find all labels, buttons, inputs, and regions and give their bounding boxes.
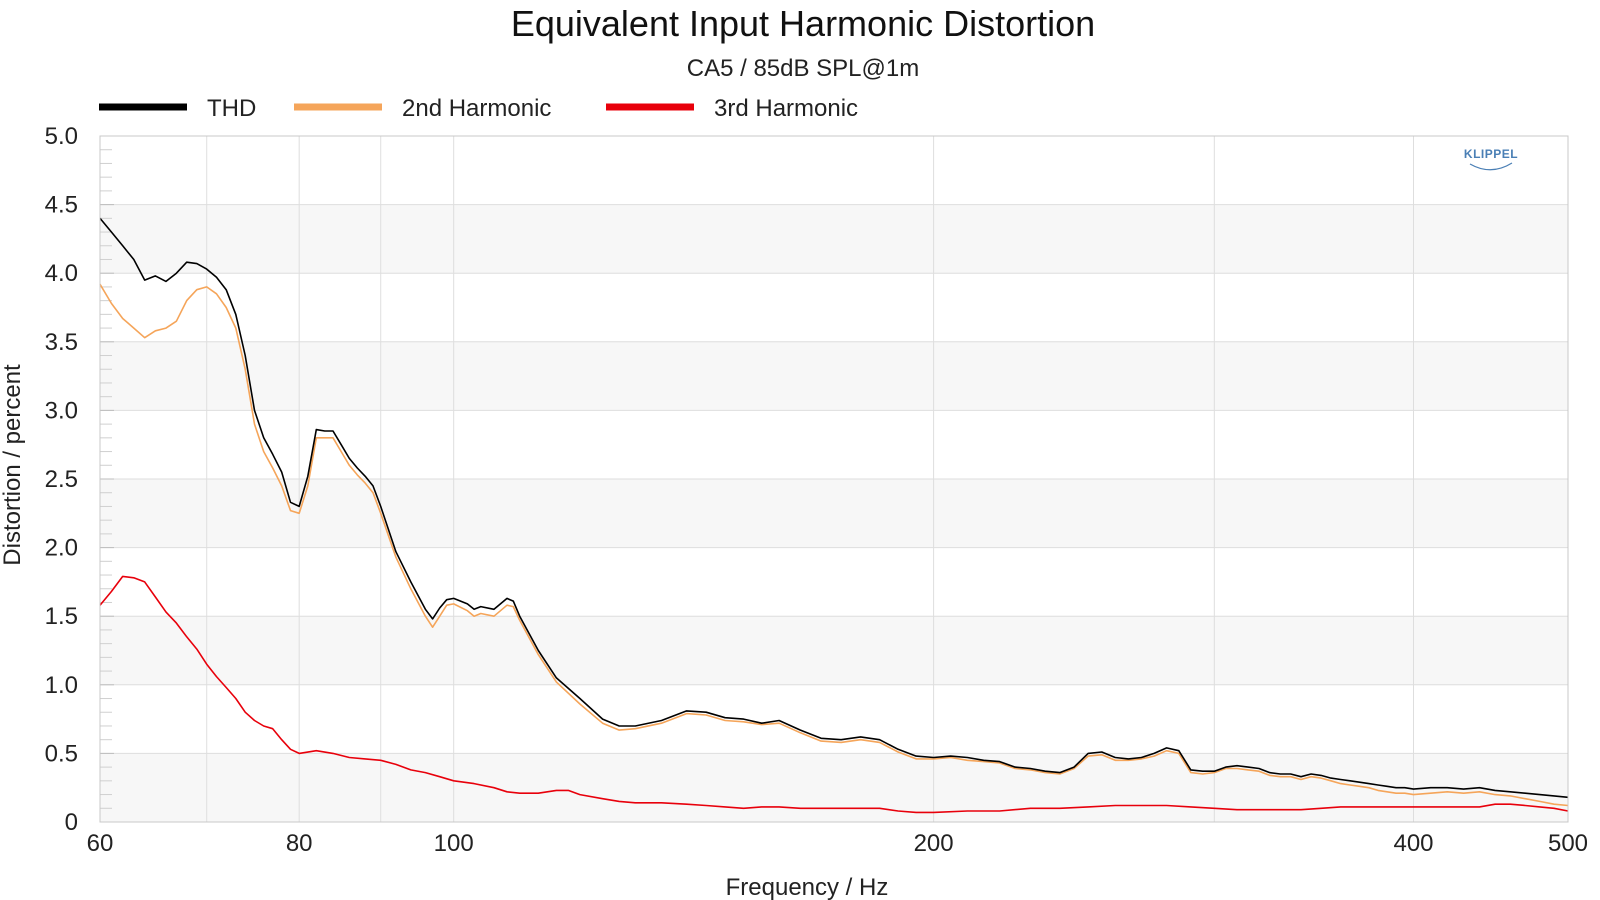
plot-band <box>100 753 1568 822</box>
x-tick-labels: 60 80 100 200 400 500 <box>87 830 1588 857</box>
plot-band <box>100 204 1568 274</box>
y-tick-label: 2.5 <box>45 466 78 493</box>
y-tick-label: 5.0 <box>45 123 78 150</box>
plot-band <box>100 616 1568 685</box>
x-tick-label: 400 <box>1393 830 1433 857</box>
y-tick-label: 1.0 <box>45 672 78 699</box>
y-tick-label: 0.5 <box>45 740 78 767</box>
chart-subtitle: CA5 / 85dB SPL@1m <box>687 55 919 82</box>
klippel-logo: KLIPPEL <box>1464 147 1518 171</box>
legend-label: THD <box>207 95 256 122</box>
y-tick-label: 4.5 <box>45 192 78 219</box>
y-tick-label: 3.0 <box>45 397 78 424</box>
plot-band <box>100 273 1568 342</box>
plot-background <box>100 136 1568 822</box>
legend-label: 2nd Harmonic <box>402 95 551 122</box>
y-tick-label: 3.5 <box>45 329 78 356</box>
plot-band <box>100 479 1568 548</box>
legend: THD 2nd Harmonic 3rd Harmonic <box>99 95 858 122</box>
x-tick-label: 200 <box>914 830 954 857</box>
plot-band <box>100 684 1568 754</box>
legend-label: 3rd Harmonic <box>714 95 858 122</box>
series-lines <box>99 217 1569 814</box>
plot-frame <box>99 135 1569 823</box>
x-axis-label: Frequency / Hz <box>726 874 889 900</box>
y-tick-label: 0 <box>65 809 78 836</box>
x-tick-label: 60 <box>87 830 114 857</box>
chart-title: Equivalent Input Harmonic Distortion <box>511 3 1095 44</box>
klippel-logo-swoosh <box>1469 162 1513 171</box>
klippel-logo-text: KLIPPEL <box>1464 147 1518 161</box>
y-tick-labels: 0 0.5 1.0 1.5 2.0 2.5 3.0 3.5 4.0 4.5 5.0 <box>45 123 78 836</box>
plot-band <box>100 341 1568 411</box>
plot-band <box>100 547 1568 617</box>
y-axis-label: Distortion / percent <box>0 364 26 566</box>
x-tick-label: 80 <box>286 830 313 857</box>
y-tick-label: 2.0 <box>45 535 78 562</box>
y-tick-label: 4.0 <box>45 260 78 287</box>
series-line-thd <box>99 217 1569 799</box>
x-tick-label: 100 <box>434 830 474 857</box>
plot-band <box>100 410 1568 479</box>
x-tick-label: 500 <box>1548 830 1588 857</box>
series-line-3rd-harmonic <box>99 575 1569 814</box>
plot-band <box>100 136 1568 205</box>
series-line-2nd-harmonic <box>99 283 1569 807</box>
y-tick-label: 1.5 <box>45 603 78 630</box>
